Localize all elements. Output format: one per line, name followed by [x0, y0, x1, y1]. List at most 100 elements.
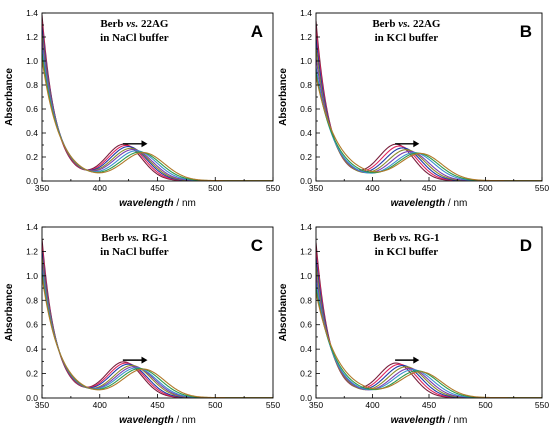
panel-title-line2: in NaCl buffer	[100, 246, 169, 258]
spectrum-line-4	[316, 47, 542, 181]
x-tick-label: 500	[208, 400, 222, 410]
spectrum-line-7	[42, 272, 273, 398]
x-tick-label: 400	[93, 183, 107, 193]
x-tick-label: 450	[150, 183, 164, 193]
y-tick-label: 1.0	[300, 271, 312, 281]
y-tick-label: 0.6	[26, 320, 38, 330]
y-tick-label: 0.4	[300, 344, 312, 354]
y-tick-label: 1.4	[26, 8, 38, 18]
spectrum-line-5	[42, 40, 273, 181]
x-tick-label: 500	[478, 400, 492, 410]
y-tick-label: 0.6	[26, 104, 38, 114]
y-tick-label: 1.0	[300, 56, 312, 66]
y-tick-label: 0.2	[300, 369, 312, 379]
shift-arrow-head	[141, 356, 148, 364]
panel-d: 350 400 450 500 550 0.0 0.2 0.4 0.6 0.8 1.0 1.2 1.4 w…	[278, 222, 549, 426]
y-tick-label: 0.2	[26, 369, 38, 379]
spectra-group	[42, 14, 273, 181]
y-tick-label: 0.8	[26, 80, 38, 90]
y-tick-label: 1.4	[26, 222, 38, 232]
panel-a: 350 400 450 500 550 0.0 0.2 0.4 0.6 0.8 1.0 1.2 1.4 w…	[4, 8, 280, 209]
y-tick-label: 1.2	[26, 32, 38, 42]
y-axis-label: Absorbance	[4, 68, 15, 126]
y-tick-label: 0.0	[300, 393, 312, 403]
x-axis-label: wavelength / nm	[119, 415, 196, 426]
y-tick-label: 0.8	[26, 295, 38, 305]
x-tick-label: 500	[478, 183, 492, 193]
spectra-group	[316, 242, 542, 398]
panel-title-suffix: RG-1	[411, 232, 439, 244]
x-tick-label: 350	[309, 183, 323, 193]
y-tick-label: 0.8	[300, 295, 312, 305]
y-tick-label: 1.2	[26, 246, 38, 256]
x-tick-label: 400	[93, 400, 107, 410]
x-axis-label-unit: / nm	[445, 198, 467, 209]
panel-title-line2: in NaCl buffer	[100, 32, 169, 44]
y-axis-label: Absorbance	[4, 283, 15, 341]
y-tick-label: 0.2	[300, 152, 312, 162]
panel-title-line1: Berb vs. RG-1	[101, 232, 167, 244]
x-axis-label-italic: wavelength	[119, 415, 173, 426]
x-tick-label: 350	[35, 400, 49, 410]
x-axis-label-italic: wavelength	[391, 415, 445, 426]
x-tick-label: 550	[266, 183, 280, 193]
x-tick-label: 450	[422, 400, 436, 410]
panel-title-suffix: 22AG	[410, 18, 441, 30]
x-axis-label: wavelength / nm	[391, 198, 468, 209]
panel-title-prefix: Berb	[373, 232, 399, 244]
x-axis-label-unit: / nm	[445, 415, 467, 426]
x-tick-label: 450	[150, 400, 164, 410]
x-axis-label: wavelength / nm	[391, 415, 468, 426]
y-tick-label: 1.0	[26, 56, 38, 66]
y-tick-label: 1.0	[26, 271, 38, 281]
x-tick-label: 550	[535, 183, 549, 193]
x-axis-label-unit: / nm	[174, 415, 196, 426]
panel-c: 350 400 450 500 550 0.0 0.2 0.4 0.6 0.8 1.0 1.2 1.4 w…	[4, 222, 280, 426]
panel-title-line1: Berb vs. 22AG	[100, 18, 169, 30]
panel-title-line2: in KCl buffer	[375, 246, 439, 258]
shift-arrow-head	[141, 140, 148, 148]
spectrum-line-8	[42, 276, 273, 398]
y-tick-label: 0.4	[26, 344, 38, 354]
panel-title-prefix: Berb	[372, 18, 398, 30]
panel-title-vs: vs.	[126, 18, 138, 30]
spectra-group	[316, 20, 542, 181]
spectrum-line-7	[42, 53, 273, 181]
x-axis-label: wavelength / nm	[119, 198, 196, 209]
x-tick-label: 400	[365, 400, 379, 410]
y-tick-label: 0.0	[26, 176, 38, 186]
y-tick-label: 0.0	[26, 393, 38, 403]
panel-title-vs: vs.	[127, 232, 139, 244]
panel-title-vs: vs.	[398, 18, 410, 30]
y-tick-label: 0.4	[26, 128, 38, 138]
y-tick-label: 1.2	[300, 246, 312, 256]
x-tick-label: 350	[309, 400, 323, 410]
y-axis-label: Absorbance	[278, 283, 289, 341]
x-tick-label: 350	[35, 183, 49, 193]
y-tick-label: 0.2	[26, 152, 38, 162]
x-axis-label-italic: wavelength	[119, 198, 173, 209]
spectrum-line-4	[42, 257, 273, 398]
y-tick-label: 1.4	[300, 8, 312, 18]
x-tick-label: 500	[208, 183, 222, 193]
y-tick-label: 1.4	[300, 222, 312, 232]
panel-title-vs: vs.	[399, 232, 411, 244]
spectra-group	[42, 238, 273, 398]
spectrum-line-8	[42, 59, 273, 181]
x-axis-label-italic: wavelength	[391, 198, 445, 209]
x-axis-label-unit: / nm	[174, 198, 196, 209]
x-tick-label: 550	[535, 400, 549, 410]
panel-letter: A	[251, 22, 263, 41]
y-tick-label: 0.0	[300, 176, 312, 186]
panel-title-suffix: 22AG	[138, 18, 169, 30]
panel-title-suffix: RG-1	[139, 232, 167, 244]
y-tick-label: 0.6	[300, 104, 312, 114]
panel-letter: D	[520, 236, 532, 255]
y-tick-label: 1.2	[300, 32, 312, 42]
x-tick-label: 400	[365, 183, 379, 193]
spectrum-line-3	[42, 251, 273, 398]
spectrum-line-3	[42, 26, 273, 181]
panel-title-line1: Berb vs. 22AG	[372, 18, 441, 30]
panel-title-line2: in KCl buffer	[375, 32, 439, 44]
